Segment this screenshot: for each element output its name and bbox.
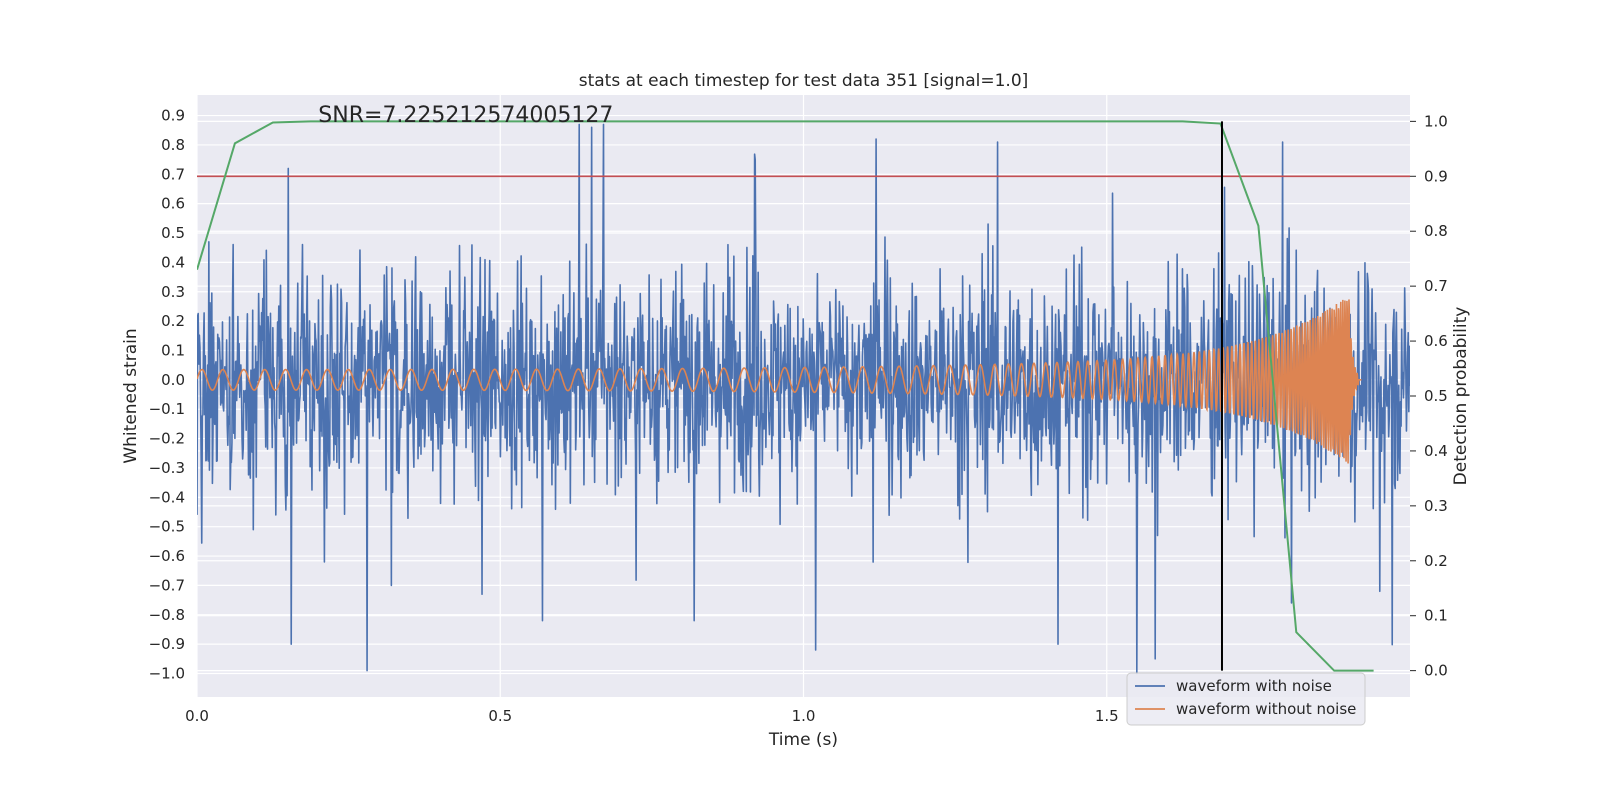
y2-tick-label: 0.5 — [1424, 387, 1448, 405]
y-tick-label: 0.0 — [161, 371, 185, 389]
y-tick-label: 0.7 — [161, 165, 185, 183]
y2-tick-label: 0.4 — [1424, 442, 1448, 460]
y-tick-label: −0.5 — [149, 518, 185, 536]
legend-label-waveform-with-noise: waveform with noise — [1176, 677, 1332, 695]
y-tick-label: 0.1 — [161, 341, 185, 359]
series-line-detection-probability — [197, 120, 1374, 672]
x-tick-label: 0.5 — [488, 707, 512, 725]
y-tick-label: −0.2 — [149, 430, 185, 448]
y-tick-label: −1.0 — [149, 665, 185, 683]
y-axis-label: Whitened strain — [121, 328, 141, 463]
y-axis-right: 0.0 0.1 0.2 0.3 0.4 0.5 0.6 0.7 0.8 0.9 1.0 — [1410, 112, 1448, 680]
y-tick-label: −0.3 — [149, 459, 185, 477]
x-axis: 0.0 0.5 1.0 1.5 — [185, 707, 1119, 725]
y-tick-label: −0.7 — [149, 576, 185, 594]
chart-title: stats at each timestep for test data 351… — [579, 71, 1029, 91]
y-tick-label: 0.9 — [161, 107, 185, 125]
y-tick-label: −0.4 — [149, 488, 185, 506]
legend-label-waveform-without-noise: waveform without noise — [1176, 700, 1356, 718]
y2-axis-label: Detection probability — [1451, 307, 1471, 486]
y2-tick-label: 0.3 — [1424, 497, 1448, 515]
series-line-waveform-with-noise — [197, 123, 1410, 675]
y2-tick-label: 0.9 — [1424, 167, 1448, 185]
y-tick-label: 0.8 — [161, 136, 185, 154]
y-tick-label: −0.8 — [149, 606, 185, 624]
x-axis-label: Time (s) — [768, 730, 838, 750]
y2-tick-label: 0.1 — [1424, 607, 1448, 625]
y-tick-label: 0.3 — [161, 283, 185, 301]
y-tick-label: 0.5 — [161, 224, 185, 242]
y2-tick-label: 0.8 — [1424, 222, 1448, 240]
y-tick-label: −0.1 — [149, 400, 185, 418]
y-tick-label: 0.4 — [161, 253, 185, 271]
y2-tick-label: 0.2 — [1424, 552, 1448, 570]
y-tick-label: −0.9 — [149, 635, 185, 653]
y-tick-label: 0.2 — [161, 312, 185, 330]
y2-tick-label: 1.0 — [1424, 112, 1448, 130]
y-tick-label: 0.6 — [161, 195, 185, 213]
legend-box — [1126, 672, 1366, 726]
x-tick-label: 1.5 — [1095, 707, 1119, 725]
y2-tick-label: 0.7 — [1424, 277, 1448, 295]
y2-tick-label: 0.0 — [1424, 662, 1448, 680]
y-tick-label: −0.6 — [149, 547, 185, 565]
y-axis-left: −1.0 −0.9 −0.8 −0.7 −0.6 −0.5 −0.4 −0.3 −0.2 −0.1… — [149, 107, 185, 683]
series-line-waveform-without-noise — [197, 299, 1362, 464]
y2-tick-label: 0.6 — [1424, 332, 1448, 350]
x-tick-label: 1.0 — [792, 707, 816, 725]
snr-annotation: SNR=7.225212574005127 — [318, 103, 613, 128]
legend: waveform with noise waveform without noi… — [1126, 672, 1366, 726]
x-tick-label: 0.0 — [185, 707, 209, 725]
plot-series — [197, 120, 1410, 675]
